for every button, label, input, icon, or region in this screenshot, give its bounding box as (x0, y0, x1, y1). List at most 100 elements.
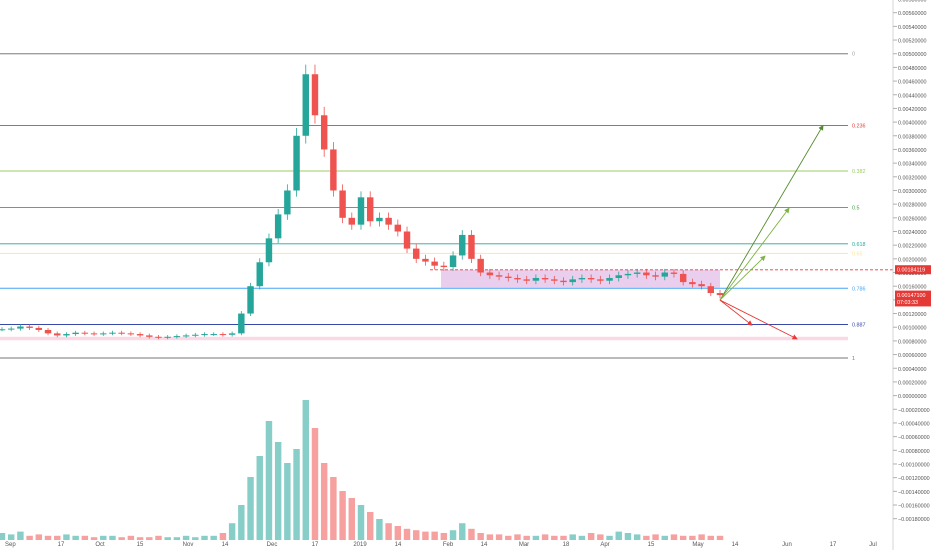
projection-arrow-up (719, 207, 790, 301)
candle-body (164, 336, 171, 338)
volume-bar (459, 523, 466, 540)
candle-body (265, 238, 273, 263)
volume-bar (173, 537, 181, 540)
candle-body (624, 273, 632, 276)
candle-body (192, 334, 199, 336)
y-tick-label: 0.00440000 (898, 93, 926, 99)
x-tick-label: Oct (95, 542, 105, 548)
y-tick-label: 0.00480000 (898, 66, 926, 72)
candle-body (100, 333, 107, 335)
volume-bar (100, 535, 107, 540)
volume-bar (394, 526, 402, 540)
candle-body (698, 284, 705, 287)
candle-body (320, 115, 328, 150)
fib-label: 0.236 (852, 124, 866, 130)
volume-bar (468, 528, 475, 540)
volume-bar (597, 534, 604, 540)
volume-bar (330, 477, 337, 540)
candle-body (431, 261, 438, 266)
candle-body (219, 334, 227, 336)
candle-body (376, 217, 383, 222)
y-tick-label: 0.00360000 (898, 148, 926, 154)
volume-bar (532, 535, 540, 540)
volume-bar (109, 535, 116, 540)
x-tick-label: 15 (137, 542, 144, 548)
price-label-bg (895, 290, 931, 300)
candle-body (63, 334, 70, 336)
y-tick-label: 0.00020000 (898, 380, 926, 386)
volume-bar (569, 534, 576, 540)
volume-bar (0, 533, 6, 540)
x-tick-label: 14 (222, 542, 229, 548)
volume-bar (357, 505, 365, 540)
x-tick-label: May (692, 542, 703, 548)
candle-body (394, 224, 402, 232)
candle-body (569, 279, 576, 283)
candle-body (597, 279, 604, 281)
projections-layer (719, 124, 824, 340)
y-tick-label: −0.00040000 (898, 421, 930, 427)
fib-levels-layer: 0 0.236 0.382 0.5 0.618 0.65 0.786 0.887 1 (0, 52, 866, 362)
candle-body (35, 327, 43, 330)
volume-bar (127, 535, 135, 540)
candle-body (330, 149, 337, 191)
y-tick-label: −0.00080000 (898, 449, 930, 455)
candle-body (118, 332, 125, 334)
candle-body (477, 258, 484, 273)
volume-bar (192, 537, 199, 540)
x-tick-label: Nov (183, 542, 194, 548)
y-tick-label: 0.00120000 (898, 312, 926, 318)
x-tick-label: Jun (782, 542, 792, 548)
volume-bar (17, 531, 24, 540)
volume-bar (422, 531, 429, 540)
y-tick-label: 0.00580000 (898, 0, 926, 4)
price-label-text: 07:03:33 (897, 300, 918, 306)
volume-bar (541, 534, 549, 540)
candle-body (247, 286, 254, 314)
candle-body (127, 333, 135, 335)
y-tick-label: −0.00100000 (898, 462, 930, 468)
volume-bar (679, 535, 687, 540)
candle-body (311, 74, 319, 116)
y-tick-label: 0.00400000 (898, 121, 926, 127)
y-tick-label: −0.00060000 (898, 435, 930, 441)
candle-body (182, 335, 190, 337)
y-tick-label: 0.00380000 (898, 134, 926, 140)
x-tick-label: Dec (267, 542, 278, 548)
volume-bar (284, 463, 291, 540)
candle-body (348, 217, 356, 225)
candle-body (155, 336, 162, 338)
y-tick-label: 0.00000000 (898, 394, 926, 400)
candle-body (256, 262, 263, 287)
candle-body (486, 272, 494, 276)
y-tick-label: 0.00500000 (898, 52, 926, 58)
volume-bar (495, 534, 503, 540)
y-tick-label: 0.00280000 (898, 203, 926, 209)
y-axis: 0.00580000 0.00560000 0.00540000 0.00520000… (893, 0, 930, 523)
y-tick-label: 0.00340000 (898, 162, 926, 168)
y-tick-label: −0.00140000 (898, 490, 930, 496)
y-tick-label: 0.00540000 (898, 25, 926, 31)
volume-bar (587, 533, 595, 540)
volume-bar (707, 535, 715, 540)
volume-bar (90, 537, 98, 540)
candle-body (366, 197, 374, 222)
y-tick-label: 0.00040000 (898, 367, 926, 373)
candle-body (422, 258, 429, 262)
price-label-text: 0.00147100 (897, 293, 925, 299)
volume-bar (265, 421, 273, 540)
candle-body (274, 214, 282, 239)
volume-bar (440, 533, 448, 540)
candle-body (201, 334, 208, 336)
volume-bar (164, 537, 171, 540)
projection-arrow-up (719, 255, 766, 301)
x-tick-label: Apr (600, 542, 609, 548)
candle-body (514, 277, 521, 280)
volume-bar (247, 477, 254, 540)
volume-bar (7, 534, 15, 540)
fib-label: 0.382 (852, 169, 866, 175)
candle-body (413, 248, 420, 259)
